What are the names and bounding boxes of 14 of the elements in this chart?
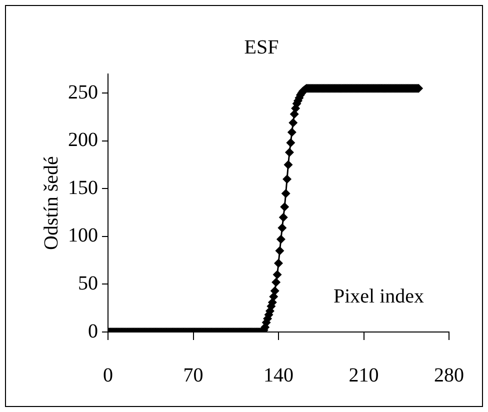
x-axis-title: Pixel index xyxy=(333,285,424,308)
x-tick-label: 70 xyxy=(183,364,204,386)
y-tick-label: 0 xyxy=(88,320,98,342)
y-tick-label: 200 xyxy=(68,129,98,152)
x-tick-label: 280 xyxy=(434,364,464,386)
y-tick-label: 250 xyxy=(68,81,98,104)
y-axis-title: Odstín šedé xyxy=(40,156,62,250)
x-tick-label: 210 xyxy=(348,364,379,386)
chart-title: ESF xyxy=(244,36,279,58)
x-tick-label: 140 xyxy=(264,364,294,386)
y-tick-label: 100 xyxy=(68,224,98,247)
y-tick-label: 50 xyxy=(78,272,98,294)
x-tick-label: 0 xyxy=(103,364,113,386)
y-tick-label: 150 xyxy=(68,176,98,199)
